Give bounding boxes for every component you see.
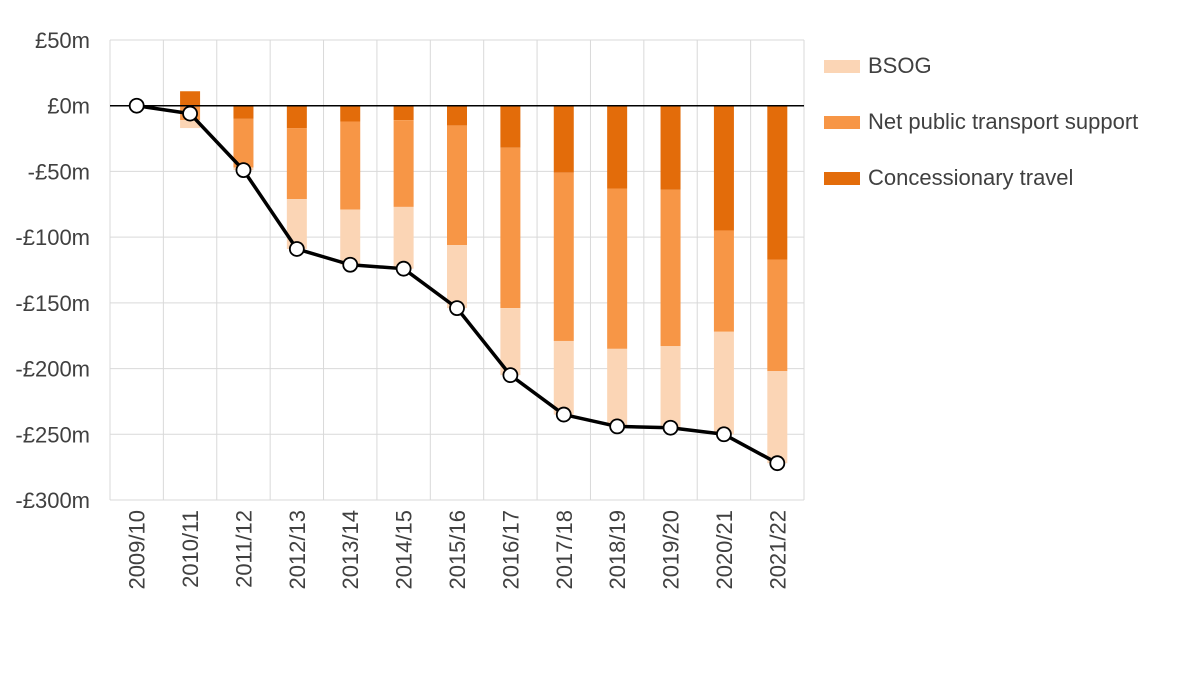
y-axis-ticks: £50m £0m -£50m -£100m -£150m -£200m -£250m -£30… <box>15 28 90 513</box>
y-tick-label: -£250m <box>15 422 90 447</box>
bar-bsog-2018-19 <box>607 348 628 427</box>
bar-bsog-2016-17 <box>500 308 521 376</box>
bar-concessionary-travel-2014-15 <box>393 105 414 121</box>
y-tick-label: -£300m <box>15 488 90 513</box>
bar-net-public-transport-support-2012-13 <box>286 128 307 200</box>
x-tick-label: 2019/20 <box>659 510 684 590</box>
y-tick-label: -£150m <box>15 291 90 316</box>
legend-label-bsog: BSOG <box>868 53 932 78</box>
bar-concessionary-travel-2011-12 <box>233 105 254 119</box>
bar-concessionary-travel-2015-16 <box>447 105 467 126</box>
bar-bsog-2017-18 <box>553 340 574 415</box>
y-tick-label: -£200m <box>15 357 90 382</box>
bar-net-public-transport-support-2020-21 <box>713 230 734 332</box>
x-tick-label: 2015/16 <box>445 510 470 590</box>
x-tick-label: 2020/21 <box>712 510 737 590</box>
bar-net-public-transport-support-2011-12 <box>233 118 254 168</box>
bar-bsog-2021-22 <box>767 371 788 464</box>
legend-swatch-net-public-transport-support <box>824 116 860 129</box>
legend-label-net-public-transport-support: Net public transport support <box>868 109 1139 134</box>
total-marker-2017-18 <box>555 406 572 423</box>
total-marker-2020-21 <box>716 426 732 443</box>
x-tick-label: 2012/13 <box>285 510 310 590</box>
x-tick-label: 2017/18 <box>552 510 577 590</box>
bar-concessionary-travel-2021-22 <box>767 105 788 260</box>
y-tick-label: £50m <box>35 28 90 53</box>
bar-net-public-transport-support-2015-16 <box>447 125 467 246</box>
total-marker-2012-13 <box>288 241 305 257</box>
bar-concessionary-travel-2013-14 <box>340 105 361 122</box>
bar-concessionary-travel-2010-11 <box>180 91 201 106</box>
bar-net-public-transport-support-2017-18 <box>553 172 574 341</box>
total-marker-2010-11 <box>182 105 198 122</box>
bar-concessionary-travel-2020-21 <box>713 105 734 231</box>
x-tick-label: 2016/17 <box>498 510 523 590</box>
legend-swatch-bsog <box>824 60 860 73</box>
x-tick-label: 2014/15 <box>392 510 417 590</box>
legend-swatch-concessionary-travel <box>824 172 860 185</box>
bar-net-public-transport-support-2014-15 <box>393 120 414 207</box>
x-tick-label: 2009/10 <box>125 510 150 590</box>
legend-label-concessionary-travel: Concessionary travel <box>868 165 1074 190</box>
bar-net-public-transport-support-2016-17 <box>500 147 521 309</box>
bar-bsog-2012-13 <box>286 199 307 249</box>
total-marker-2021-22 <box>769 455 786 472</box>
bar-bsog-2020-21 <box>713 331 734 435</box>
total-marker-2016-17 <box>502 367 519 384</box>
y-tick-label: £0m <box>47 94 90 119</box>
y-tick-label: -£100m <box>15 225 90 250</box>
x-tick-label: 2021/22 <box>765 510 790 590</box>
bar-net-public-transport-support-2013-14 <box>340 121 361 210</box>
x-tick-label: 2011/12 <box>231 510 256 588</box>
total-marker-2019-20 <box>662 419 679 436</box>
total-line <box>128 97 786 472</box>
gridlines <box>109 39 805 501</box>
bar-concessionary-travel-2018-19 <box>607 105 628 189</box>
bar-concessionary-travel-2016-17 <box>500 105 521 148</box>
x-axis-ticks: 2009/10 2010/11 2011/12 2012/13 2013/14 2014/… <box>125 510 791 590</box>
bar-concessionary-travel-2019-20 <box>660 105 681 190</box>
bar-net-public-transport-support-2021-22 <box>767 259 788 372</box>
total-marker-2018-19 <box>609 418 626 435</box>
bar-bsog-2015-16 <box>447 245 467 309</box>
bar-concessionary-travel-2012-13 <box>286 105 307 129</box>
bar-net-public-transport-support-2018-19 <box>607 188 628 349</box>
x-tick-label: 2018/19 <box>605 510 630 590</box>
bar-bsog-2019-20 <box>660 346 681 428</box>
total-marker-2014-15 <box>395 260 412 277</box>
x-tick-label: 2010/11 <box>178 510 203 588</box>
bar-net-public-transport-support-2019-20 <box>660 189 681 347</box>
bar-concessionary-travel-2017-18 <box>553 105 574 173</box>
y-tick-label: -£50m <box>28 159 90 184</box>
bar-bsog-2010-11 <box>180 120 201 129</box>
total-marker-2015-16 <box>449 300 465 317</box>
total-marker-2011-12 <box>235 162 252 179</box>
total-marker-2009-10 <box>128 97 145 114</box>
total-marker-2013-14 <box>342 256 359 273</box>
bar-bsog-2014-15 <box>393 206 414 269</box>
x-tick-label: 2013/14 <box>338 510 363 590</box>
bar-bsog-2013-14 <box>340 209 361 265</box>
